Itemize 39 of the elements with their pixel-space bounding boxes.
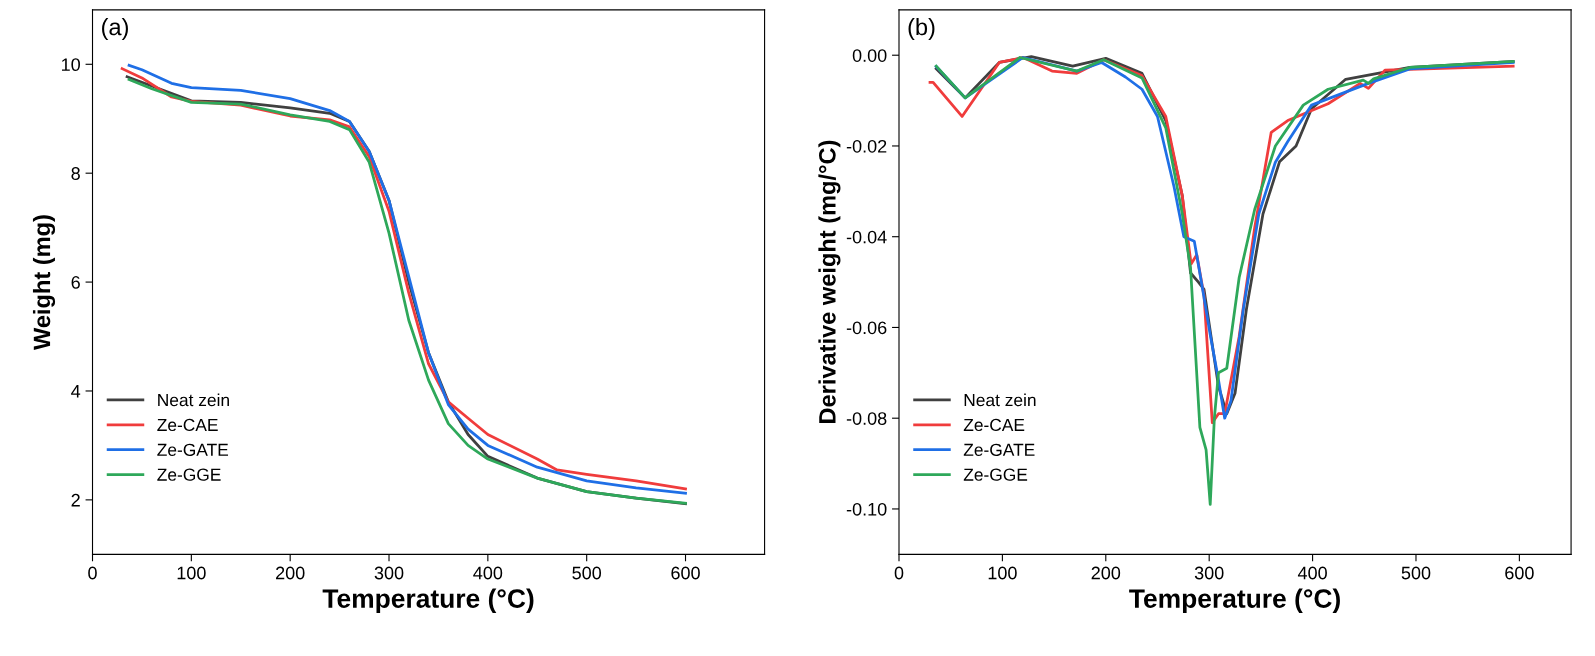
legend-label: Ze-GATE bbox=[157, 443, 229, 456]
y-tick-label: 8 bbox=[71, 167, 80, 180]
legend-label: Neat zein bbox=[964, 393, 1036, 407]
y-tick-label: -0.04 bbox=[846, 230, 887, 244]
y-tick-label: 6 bbox=[71, 276, 80, 289]
y-tick-label: -0.06 bbox=[846, 321, 887, 335]
legend-label: Ze-CAE bbox=[963, 418, 1025, 432]
legend-label: Ze-CAE bbox=[157, 418, 218, 432]
x-tick-label: 600 bbox=[1505, 566, 1534, 580]
annotation: (a) bbox=[102, 18, 128, 41]
y-axis-title: Derivative weight (mg/°C) bbox=[818, 140, 841, 423]
x-tick-label: 400 bbox=[1297, 566, 1327, 580]
x-tick-label: 0 bbox=[894, 566, 904, 580]
x-tick-label: 100 bbox=[177, 566, 206, 580]
x-tick-label: 400 bbox=[473, 566, 503, 580]
x-tick-label: 300 bbox=[1194, 566, 1224, 580]
y-tick-label: 0.00 bbox=[852, 49, 887, 62]
x-tick-label: 500 bbox=[1401, 566, 1431, 580]
legend-label: Neat zein bbox=[158, 393, 229, 407]
legend-label: Ze-GGE bbox=[963, 468, 1028, 481]
x-tick-label: 200 bbox=[1091, 566, 1121, 580]
x-tick-label: 0 bbox=[88, 566, 97, 580]
annotation: (b) bbox=[908, 18, 935, 41]
x-axis-title: Temperature (°C) bbox=[1129, 588, 1340, 614]
x-tick-label: 600 bbox=[671, 566, 700, 580]
x-tick-label: 100 bbox=[988, 566, 1017, 580]
y-axis-title: Weight (mg) bbox=[32, 215, 56, 351]
x-axis-title: Temperature (°C) bbox=[322, 588, 534, 614]
legend-label: Ze-GGE bbox=[157, 468, 221, 481]
y-tick-label: -0.02 bbox=[846, 139, 887, 153]
y-tick-label: 10 bbox=[62, 58, 80, 72]
x-tick-label: 200 bbox=[276, 566, 305, 580]
y-tick-label: 4 bbox=[71, 385, 81, 398]
y-tick-label: -0.10 bbox=[846, 502, 887, 516]
x-tick-label: 500 bbox=[572, 566, 602, 580]
x-tick-label: 300 bbox=[374, 566, 404, 580]
y-tick-label: 2 bbox=[71, 493, 80, 507]
legend-label: Ze-GATE bbox=[963, 443, 1035, 456]
y-tick-label: -0.08 bbox=[846, 412, 887, 425]
